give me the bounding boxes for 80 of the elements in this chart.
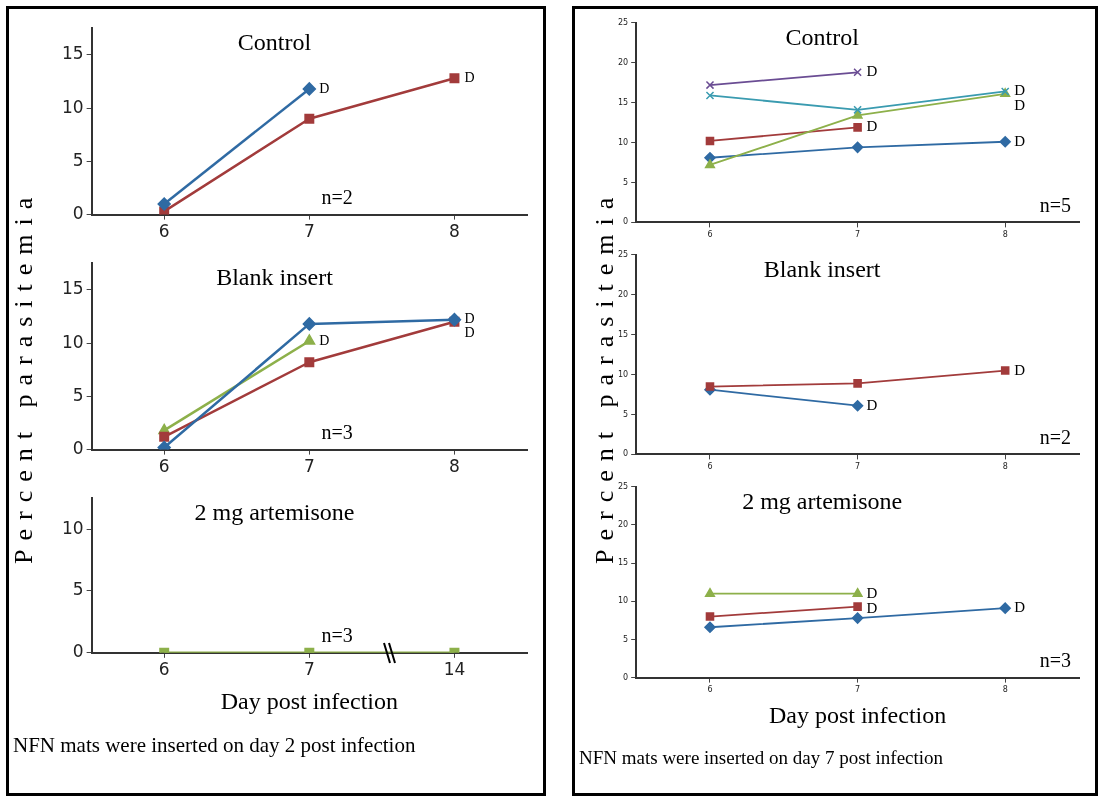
- y-tick-label: 10: [61, 96, 84, 117]
- y-tick-label: 25: [617, 17, 629, 27]
- annotation: D: [866, 599, 878, 616]
- x-tick-label: 7: [855, 462, 861, 472]
- y-tick-label: 10: [61, 517, 84, 538]
- y-tick-label: 5: [623, 177, 629, 187]
- x-tick-label: 14: [443, 659, 466, 680]
- x-tick-label: 8: [449, 456, 460, 477]
- x-tick-label: 7: [303, 221, 315, 242]
- annotation: D: [1014, 82, 1026, 99]
- chart-title: Control: [237, 29, 312, 56]
- annotation: D: [1014, 361, 1026, 378]
- y-tick-label: 20: [617, 289, 629, 299]
- annotation: n=2: [321, 185, 353, 208]
- annotation: n=3: [321, 420, 353, 443]
- y-tick-label: 10: [617, 596, 629, 606]
- y-tick-label: 20: [617, 57, 629, 67]
- x-tick-label: 6: [158, 659, 170, 680]
- x-tick-label: 7: [303, 456, 315, 477]
- y-tick-label: 0: [623, 217, 629, 227]
- y-tick-label: 0: [72, 641, 84, 662]
- x-axis-title: Day post infection: [768, 701, 947, 728]
- y-tick-label: 15: [617, 558, 629, 568]
- chart-title: Blank insert: [216, 264, 334, 291]
- annotation: D: [464, 69, 475, 85]
- y-tick-label: 10: [617, 369, 629, 379]
- y-tick-label: 5: [623, 409, 629, 419]
- x-tick-label: 6: [707, 685, 713, 695]
- annotation: D: [1014, 97, 1026, 114]
- y-tick-label: 0: [623, 672, 629, 682]
- x-tick-label: 7: [303, 659, 315, 680]
- y-tick-label: 0: [623, 449, 629, 459]
- y-tick-label: 5: [623, 634, 629, 644]
- y-tick-label: 15: [61, 43, 84, 64]
- x-tick-label: 6: [707, 462, 713, 472]
- chart-title: 2 mg artemisone: [742, 488, 903, 515]
- annotation: D: [866, 63, 878, 80]
- annotation: n=3: [1039, 648, 1071, 671]
- y-tick-label: 15: [617, 329, 629, 339]
- y-tick-label: 15: [617, 97, 629, 107]
- x-tick-label: 7: [855, 685, 861, 695]
- y-tick-label: 25: [617, 481, 629, 491]
- chart-title: 2 mg artemisone: [194, 499, 355, 526]
- y-tick-label: 0: [72, 203, 84, 224]
- y-tick-label: 0: [72, 438, 84, 459]
- y-tick-label: 5: [72, 149, 84, 170]
- text: NFN mats were inserted on day 7 post infection: [578, 746, 945, 770]
- x-tick-label: 8: [1002, 230, 1008, 240]
- annotation: D: [866, 396, 878, 413]
- text: NFN mats were inserted on day 2 post infection: [12, 732, 417, 759]
- annotation: n=2: [1039, 425, 1071, 448]
- y-tick-label: 25: [617, 249, 629, 259]
- annotation: D: [866, 584, 878, 601]
- y-tick-label: 10: [61, 331, 84, 352]
- x-tick-label: 7: [855, 230, 861, 240]
- chart-title: Blank insert: [763, 256, 881, 283]
- chart-title: Control: [785, 24, 860, 51]
- x-tick-label: 8: [449, 221, 460, 242]
- annotation: D: [464, 311, 475, 327]
- annotation: D: [319, 332, 330, 348]
- x-axis-title: Day post infection: [220, 687, 398, 714]
- x-tick-label: 8: [1002, 685, 1008, 695]
- annotation: D: [464, 325, 475, 341]
- annotation: D: [319, 80, 330, 96]
- annotation: n=5: [1039, 193, 1071, 216]
- y-tick-label: 5: [72, 384, 84, 405]
- annotation: n=3: [321, 624, 353, 647]
- y-tick-label: 10: [617, 137, 629, 147]
- y-tick-label: 20: [617, 520, 629, 530]
- annotation: D: [866, 118, 878, 135]
- x-tick-label: 6: [707, 230, 713, 240]
- y-tick-label: 5: [72, 579, 84, 600]
- annotation: D: [1014, 599, 1026, 616]
- y-axis-title: Percent parasitemia: [590, 188, 619, 564]
- y-tick-label: 15: [61, 278, 84, 299]
- y-axis-title: Percent parasitemia: [9, 188, 39, 564]
- annotation: D: [1014, 132, 1026, 149]
- x-tick-label: 6: [158, 221, 170, 242]
- x-tick-label: 6: [158, 456, 170, 477]
- x-tick-label: 8: [1002, 462, 1008, 472]
